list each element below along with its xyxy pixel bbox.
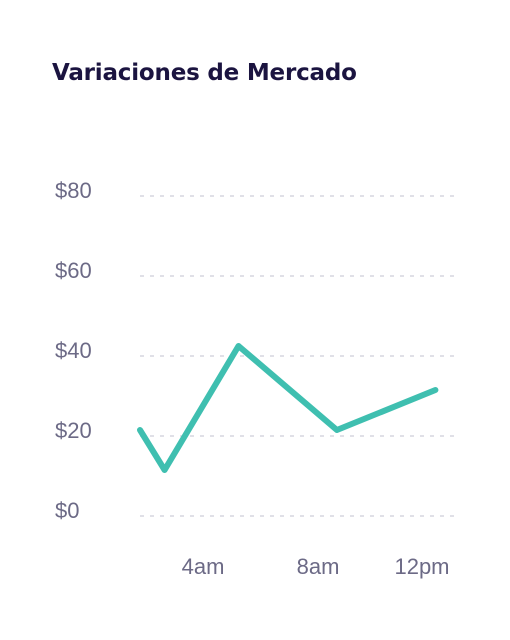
x-tick-label: 8am [297,554,340,579]
chart-title: Variaciones de Mercado [52,60,357,86]
y-tick-label: $0 [55,498,79,523]
series-line [137,343,439,473]
x-tick-label: 4am [182,554,225,579]
y-tick-label: $20 [55,418,92,443]
y-tick-label: $80 [55,178,92,203]
y-tick-label: $60 [55,258,92,283]
x-tick-label: 12pm [394,554,449,579]
y-tick-label: $40 [55,338,92,363]
